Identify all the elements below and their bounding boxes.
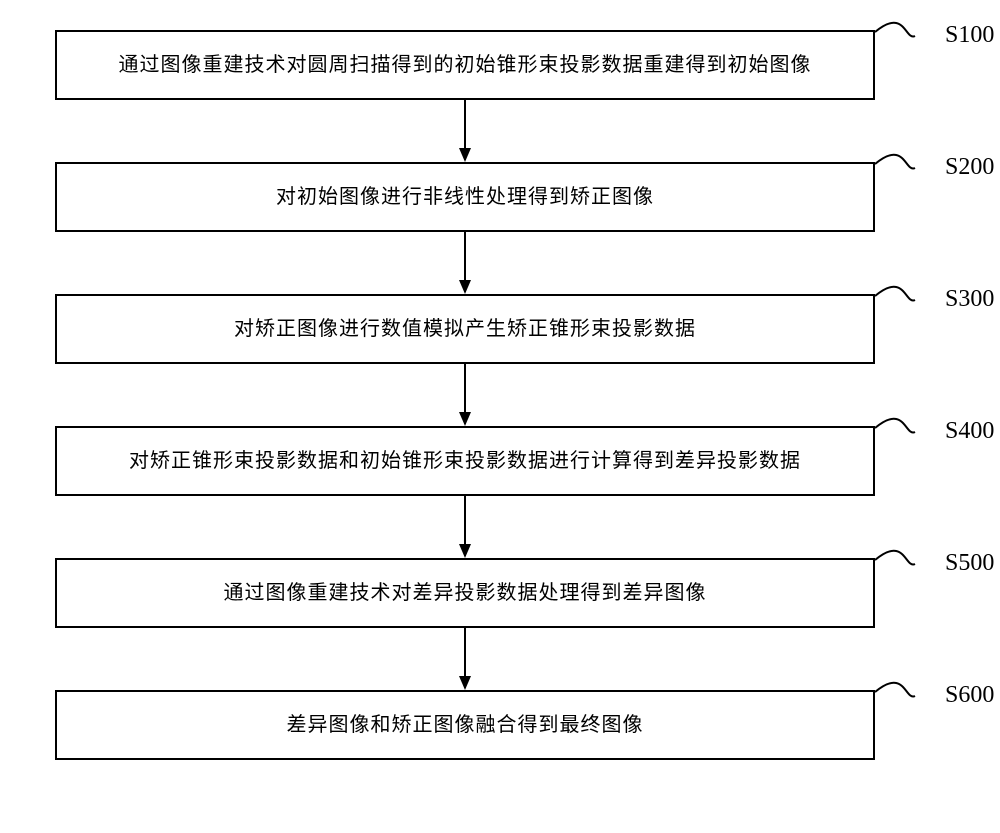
flowchart-canvas: 通过图像重建技术对圆周扫描得到的初始锥形束投影数据重建得到初始图像S100对初始… xyxy=(0,0,1000,833)
callout-s600 xyxy=(0,0,1000,833)
